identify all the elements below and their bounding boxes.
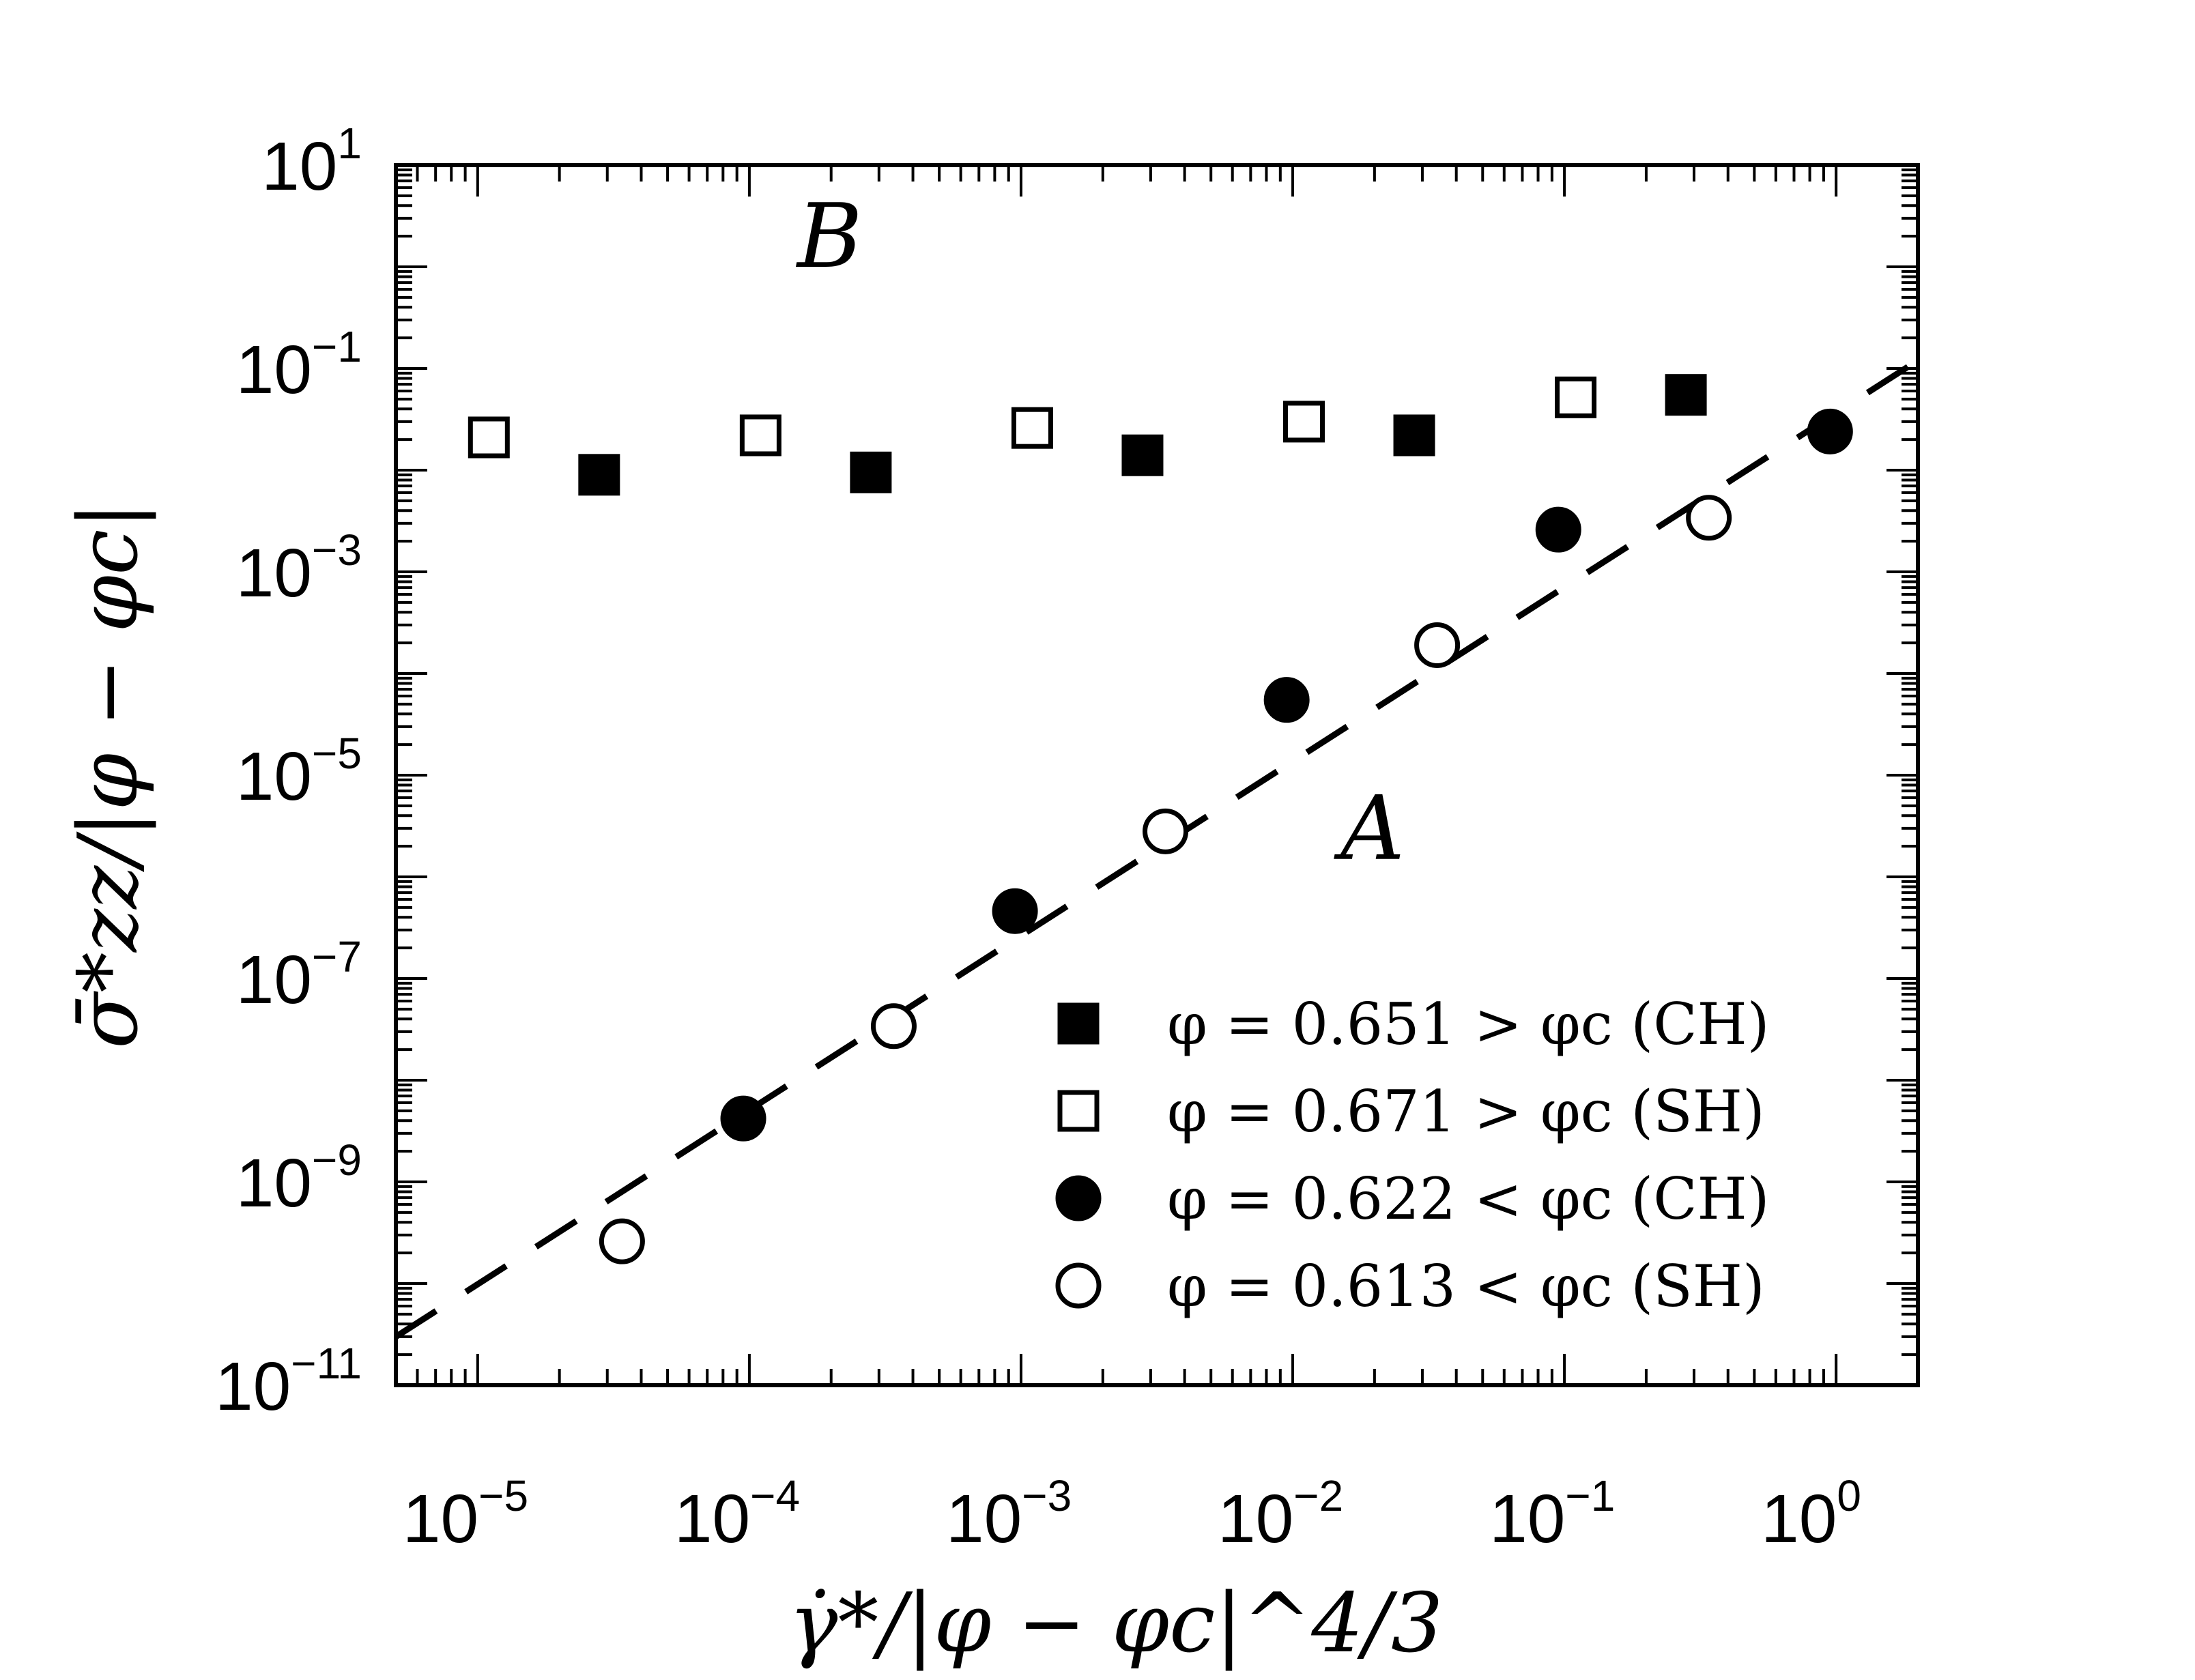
reference-line	[394, 358, 1920, 1339]
legend-marker	[1057, 1090, 1100, 1132]
legend-entry-label: φ = 0.613 < φc (SH)	[1167, 1253, 1765, 1320]
data-point-series-4	[1414, 622, 1461, 668]
y-tick-label: 10−3	[236, 525, 362, 611]
y-tick-label: 10−11	[215, 1339, 362, 1425]
data-point-series-3	[1535, 506, 1581, 553]
data-point-series-2	[468, 416, 510, 459]
data-point-series-2	[1283, 401, 1325, 443]
x-tick-label: 10−4	[674, 1471, 800, 1557]
data-point-series-1	[1665, 374, 1707, 416]
x-tick-label: 10−3	[946, 1471, 1072, 1557]
data-point-series-3	[720, 1095, 766, 1142]
x-tick-label: 10−2	[1218, 1471, 1343, 1557]
axis-tick-labels: 10−5 10−4 10−3 10−2 10−1 100 101 10−1 10−3 10−5 10…	[215, 119, 1861, 1557]
data-point-series-2	[1555, 376, 1597, 418]
data-point-series-3	[1807, 408, 1853, 454]
y-axis-title: σ̄*zz/|φ − φc|	[61, 502, 156, 1049]
data-markers	[468, 374, 1853, 1264]
legend-marker	[1055, 1175, 1102, 1221]
region-label-b: B	[796, 184, 863, 288]
data-point-series-2	[739, 414, 781, 457]
data-point-series-1	[850, 451, 892, 493]
legend-entry-label: φ = 0.622 < φc (CH)	[1167, 1165, 1770, 1232]
region-label-a: A	[1334, 777, 1405, 880]
data-point-series-2	[1011, 407, 1053, 449]
x-tick-label: 10−5	[403, 1471, 528, 1557]
axis-ticks	[396, 164, 1919, 1387]
data-point-series-4	[599, 1218, 645, 1264]
axis-titles: γ̇*/|φ − φc|^4/3 σ̄*zz/|φ − φc|	[61, 502, 1443, 1671]
region-annotations: BA	[796, 184, 1405, 880]
legend-marker	[1057, 1002, 1100, 1045]
y-tick-label: 10−1	[236, 322, 362, 408]
data-point-series-3	[992, 888, 1038, 934]
data-point-series-4	[1143, 808, 1189, 854]
plot-frame	[394, 163, 1920, 1387]
legend-entry-label: φ = 0.651 > φc (CH)	[1167, 991, 1770, 1058]
y-tick-label: 101	[261, 119, 362, 205]
dashed-scaling-line	[394, 358, 1920, 1339]
legend-marker	[1055, 1262, 1102, 1309]
legend-entry-label: φ = 0.671 > φc (SH)	[1167, 1078, 1765, 1145]
legend: φ = 0.651 > φc (CH) φ = 0.671 > φc (SH) φ …	[1055, 991, 1770, 1320]
y-tick-label: 10−5	[236, 729, 362, 815]
data-point-series-3	[1263, 677, 1310, 723]
data-point-series-1	[1393, 414, 1435, 457]
x-tick-label: 10−1	[1489, 1471, 1615, 1557]
data-point-series-1	[1121, 434, 1164, 476]
y-tick-label: 10−7	[236, 932, 362, 1018]
data-point-series-1	[578, 454, 620, 496]
data-point-series-4	[1686, 495, 1732, 541]
data-point-series-4	[870, 1003, 917, 1049]
y-tick-label: 10−9	[236, 1135, 362, 1221]
x-tick-label: 100	[1761, 1471, 1861, 1557]
x-axis-title: γ̇*/|φ − φc|^4/3	[789, 1576, 1444, 1671]
